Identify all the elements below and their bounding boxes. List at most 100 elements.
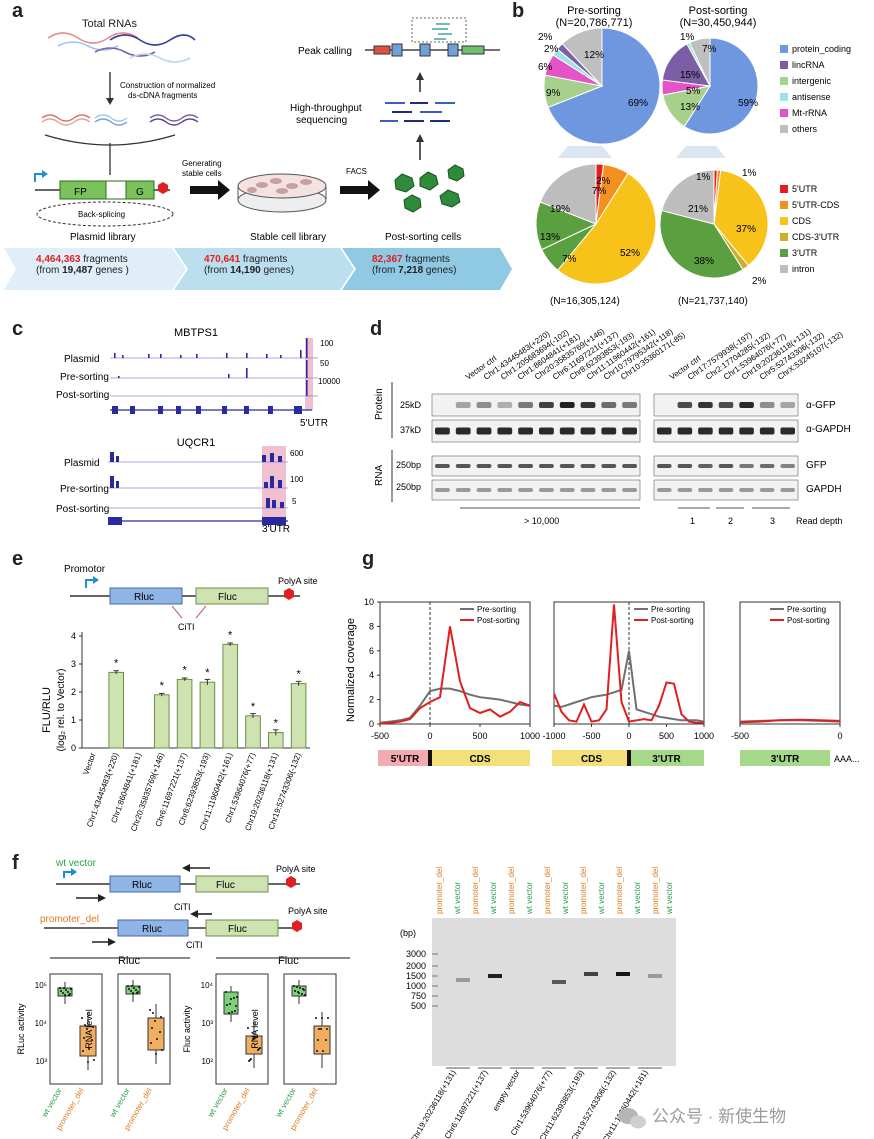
gfp-western-left-band-4 xyxy=(518,402,533,408)
f-dot xyxy=(297,991,299,993)
gel-lane-label-8: promoter_del xyxy=(579,867,588,914)
f-dot xyxy=(156,1038,158,1040)
f-box-del-0 xyxy=(79,1025,97,1057)
gfp-western-right-band-6 xyxy=(780,402,795,408)
f-dot xyxy=(317,1039,319,1041)
gapdh-northern-right-band-4 xyxy=(739,488,754,492)
e-ytick-label: 3 xyxy=(71,659,76,669)
gapdh-northern-left-band-2 xyxy=(476,488,492,492)
exon xyxy=(222,406,227,414)
gel-lane-label-9: wt vector xyxy=(597,882,606,915)
f-dot xyxy=(70,988,72,990)
f-box-xlabel-wt: wt vector xyxy=(205,1086,229,1119)
gfp-northern-left-band-7 xyxy=(580,464,596,468)
f-dot xyxy=(128,988,130,990)
f-dot xyxy=(296,986,298,988)
gapdh-northern-right-band-6 xyxy=(780,488,795,492)
legend-label-0: protein_coding xyxy=(792,44,851,54)
pre2-intron-pct: 19% xyxy=(550,204,570,215)
f-dot xyxy=(304,994,306,996)
g-region-divider xyxy=(627,750,631,766)
legend-label-0: 5'UTR xyxy=(792,184,818,194)
e-sig-star-9: * xyxy=(296,669,301,681)
fluc-title: Fluc xyxy=(278,955,299,967)
panel-g-coverage: Normalized coverage 0 2 4 6 8 10 -500 0 500 1000 P… xyxy=(345,597,860,766)
f-dot xyxy=(299,987,301,989)
gapdh-northern-left-band-3 xyxy=(497,488,513,492)
g-ytick-label: 10 xyxy=(364,597,374,607)
exon xyxy=(112,406,118,414)
track1-pre: Pre-sorting xyxy=(60,372,109,383)
construct-text-2: ds-cDNA fragments xyxy=(128,91,197,100)
g-xtick-label: -500 xyxy=(371,731,389,741)
panel-label-f: f xyxy=(12,852,19,874)
gapdh-northern-right-band-3 xyxy=(718,488,734,492)
track1-plasmid: Plasmid xyxy=(64,354,100,365)
f-polya-label-2: PolyA site xyxy=(288,906,328,916)
legend-swatch-3 xyxy=(780,93,788,101)
exon xyxy=(176,406,181,414)
panel-e-chart: Promotor Rluc Fluc PolyA site CiTI FLU/R… xyxy=(41,564,318,833)
exon xyxy=(268,406,273,414)
coverage-peak xyxy=(114,353,116,358)
bar-chart: 01234Vector*Chr1:43445483(+220)Chr1:8604… xyxy=(71,629,310,833)
gfp-northern-left-band-0 xyxy=(435,464,450,468)
pre1-pc-pct: 69% xyxy=(628,98,648,109)
coverage-peak xyxy=(306,360,308,378)
legend-swatch-2 xyxy=(780,217,788,225)
g-ylabel: Normalized coverage xyxy=(345,618,357,722)
agapdh-label: α-GAPDH xyxy=(806,424,851,435)
generating-text-1: Generating xyxy=(182,159,222,168)
f-dot xyxy=(88,1048,90,1050)
f-dot xyxy=(322,1050,324,1052)
g-region-bar xyxy=(740,750,830,766)
g-series-2-1 xyxy=(739,718,841,724)
track2-post: Post-sorting xyxy=(56,504,109,515)
f-dot xyxy=(326,1028,328,1030)
gel-lane-label-6: promoter_del xyxy=(543,867,552,914)
panel-c-tracks: MBTPS1 Plasmid Pre-sorting Post-sorting … xyxy=(56,327,341,535)
gapdh-northern-right-band-5 xyxy=(759,488,775,492)
f-dot xyxy=(229,1003,231,1005)
gel-band-0 xyxy=(456,978,470,982)
polya-label: PolyA site xyxy=(278,576,318,586)
exon xyxy=(196,406,201,414)
legend-label-2: CDS xyxy=(792,216,811,226)
f-dot xyxy=(59,987,61,989)
g-frame-2 xyxy=(739,601,841,725)
ladder-label-5: 500 xyxy=(411,1001,426,1011)
gel-lane-label-4: promoter_del xyxy=(507,867,516,914)
stable-stat: 470,641 fragments (from 14,190 genes) xyxy=(204,254,294,276)
gfp-western-left-band-5 xyxy=(539,402,554,408)
g-xtick-label: -1000 xyxy=(542,731,565,741)
g-frame-0 xyxy=(379,601,531,725)
coverage-peak xyxy=(272,500,276,508)
facs-label: FACS xyxy=(346,167,367,176)
post-sorting-n: (N=30,450,944) xyxy=(680,17,757,29)
rna-label: RNA xyxy=(374,465,385,486)
dish-cells xyxy=(247,178,312,194)
pre1-b-pct: 2% xyxy=(538,32,553,43)
panel-d-blot: Vector ctrlChr1:43445483(+220)Chr1:20568… xyxy=(374,326,851,526)
panel-b-pies: Pre-sorting (N=20,786,771) Post-sorting … xyxy=(535,5,851,307)
gel-band-5 xyxy=(616,972,630,976)
hts-text-1: High-throughput xyxy=(290,103,362,114)
coverage-peak xyxy=(246,353,248,358)
f-dot xyxy=(151,1027,153,1029)
gel-lane-label-12: promoter_del xyxy=(651,867,660,914)
fluc-label: Fluc xyxy=(218,592,237,603)
post1-mt-pct: 5% xyxy=(686,86,701,97)
f-dot xyxy=(254,1036,256,1038)
f-dot xyxy=(321,1017,323,1019)
biotype-legend: protein_coding lincRNA intergenic antisense… xyxy=(780,44,851,134)
legend-label-1: lincRNA xyxy=(792,60,825,70)
gel-band-3 xyxy=(552,980,566,984)
g-legend-label: Post-sorting xyxy=(477,616,520,625)
f-box-xlabel-wt: wt vector xyxy=(273,1086,297,1119)
back-splicing-label: Back-splicing xyxy=(78,210,125,219)
gel-lane-label-10: promoter_del xyxy=(615,867,624,914)
f-dot xyxy=(130,990,132,992)
g-series-1-0 xyxy=(553,650,705,723)
coverage-peak xyxy=(196,354,198,358)
f-dot xyxy=(91,1039,93,1041)
